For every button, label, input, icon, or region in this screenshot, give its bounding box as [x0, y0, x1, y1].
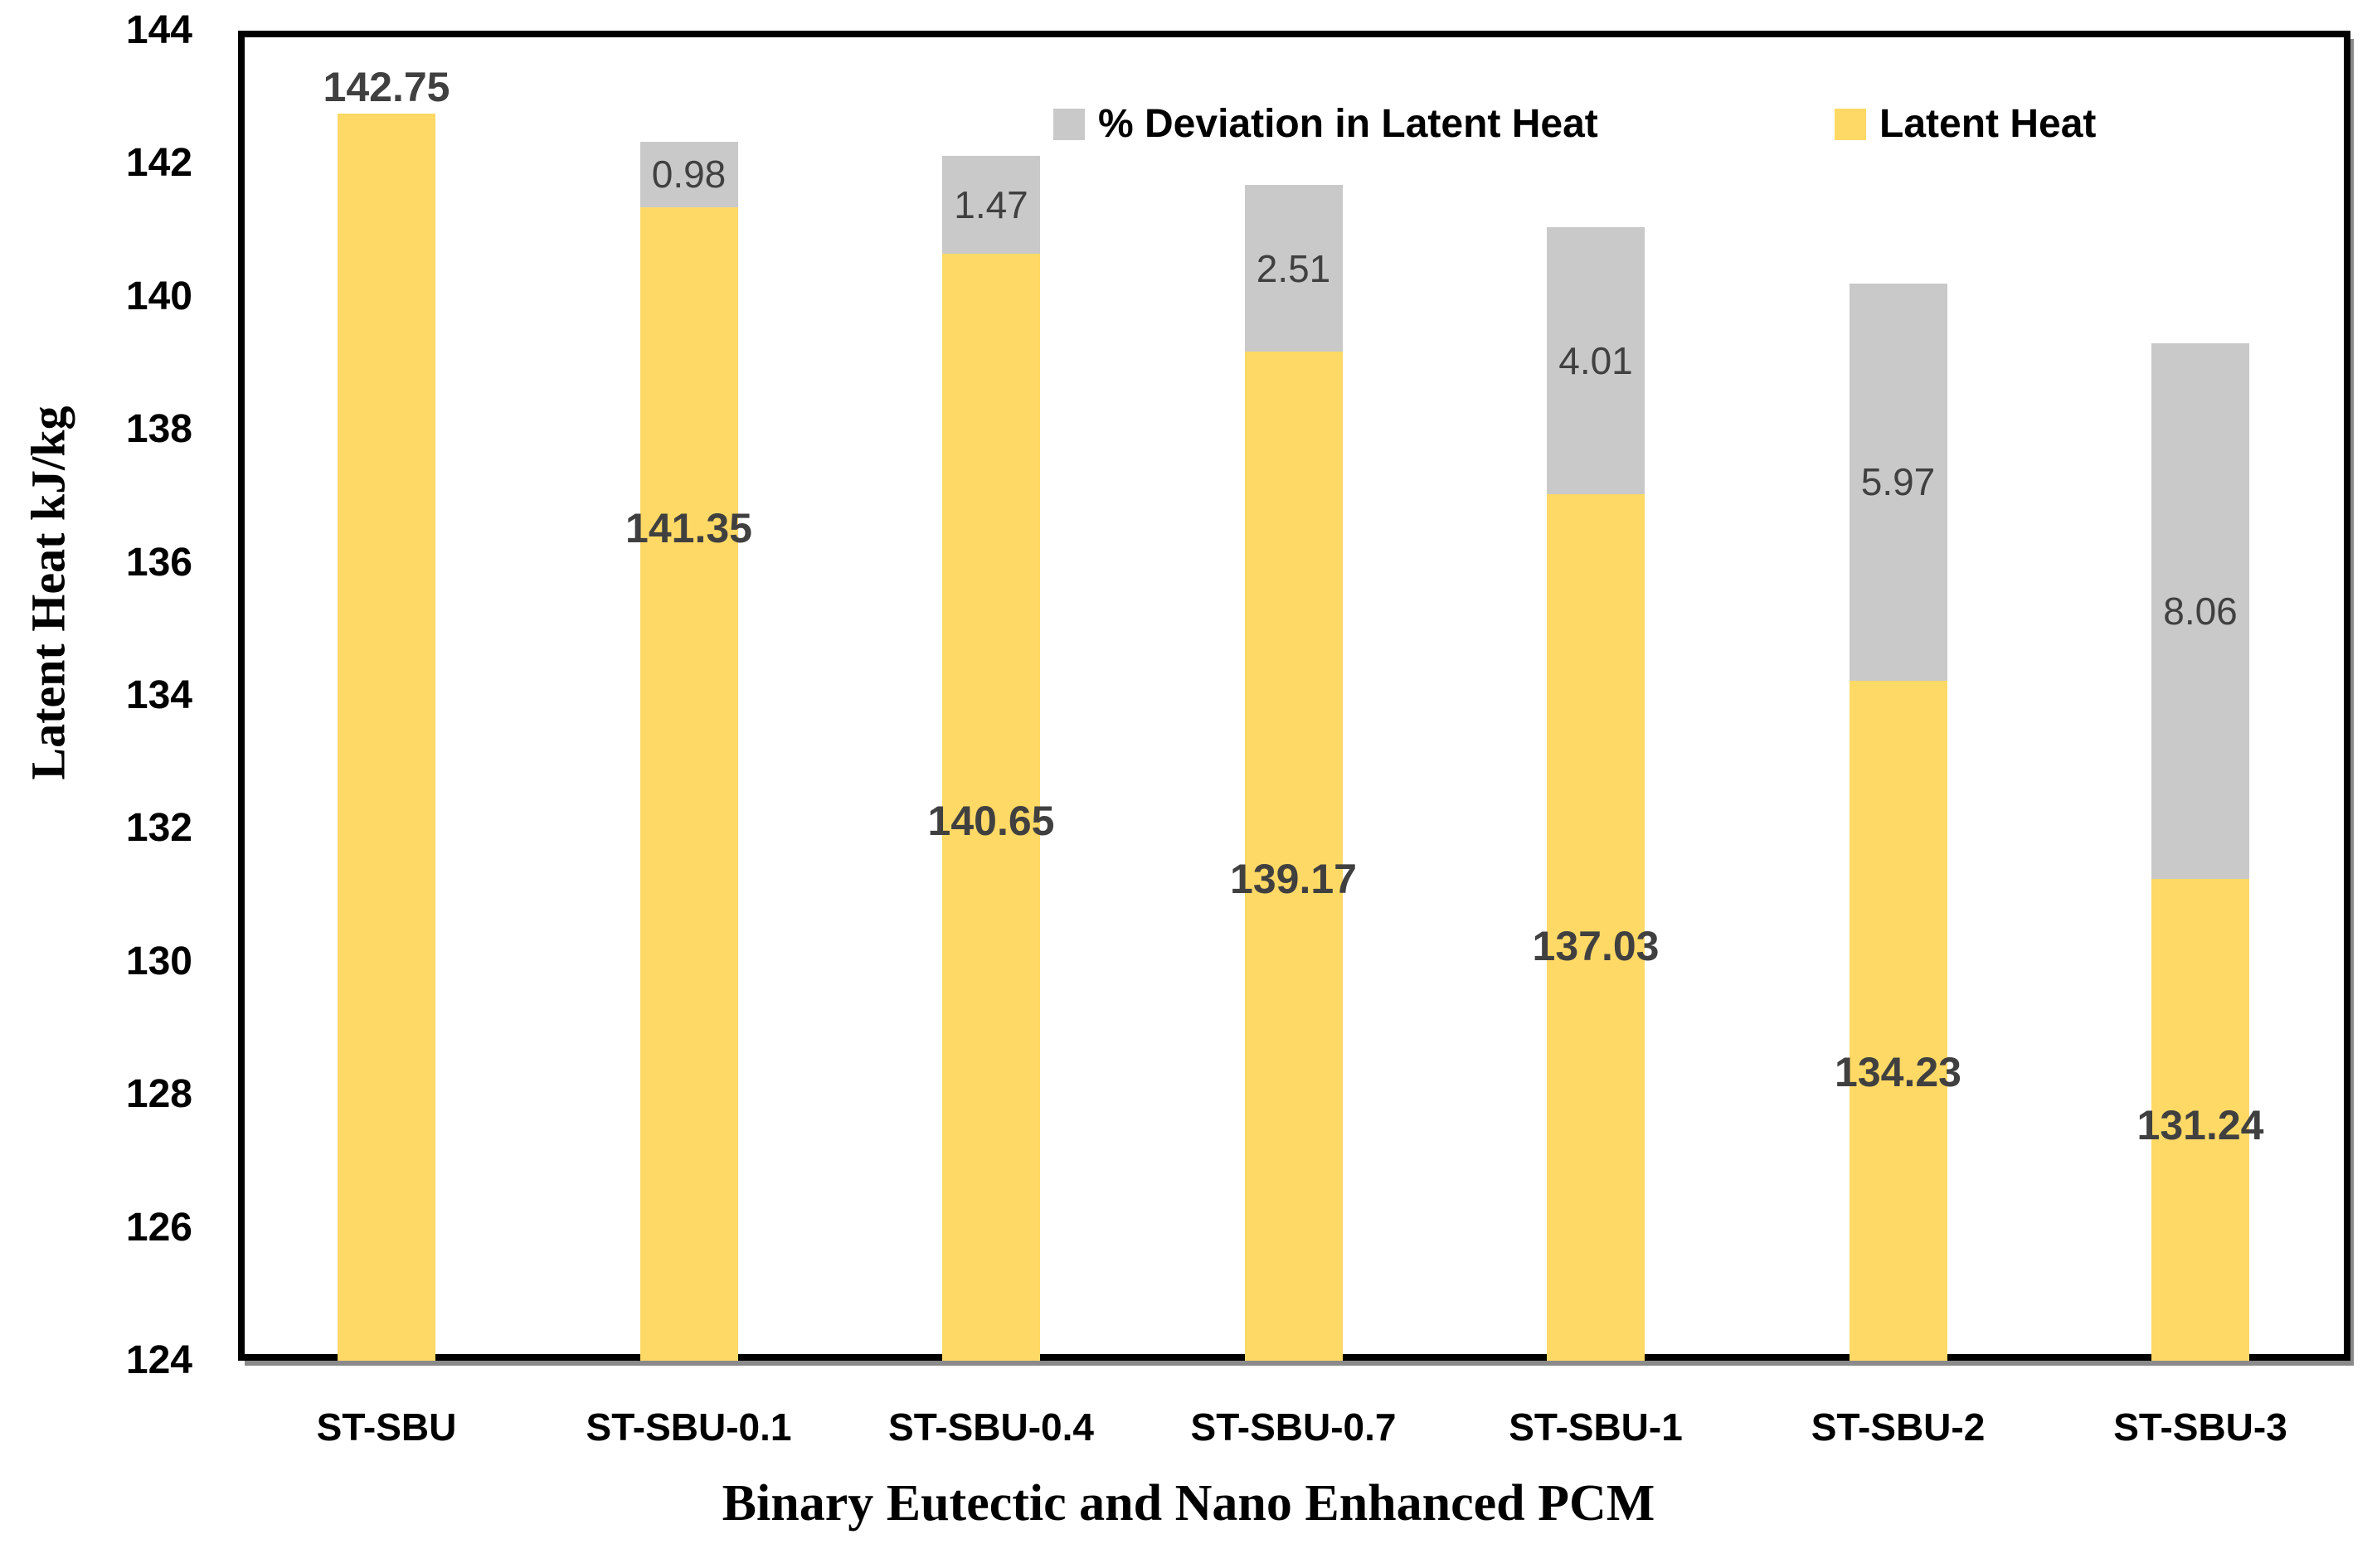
y-tick-label: 128 [125, 1072, 192, 1117]
bar-latent-heat [1547, 493, 1645, 1361]
y-tick-label: 142 [125, 141, 192, 186]
x-category-label: ST-SBU-0.7 [1190, 1405, 1397, 1449]
bar-latent-heat [1244, 352, 1343, 1361]
deviation-value-label: 2.51 [1256, 246, 1331, 290]
latent-heat-value-label: 137.03 [1532, 923, 1660, 969]
x-category-label: ST-SBU-1 [1509, 1405, 1683, 1449]
x-category-label: ST-SBU-2 [1811, 1405, 1986, 1449]
x-axis-title: Binary Eutectic and Nano Enhanced PCM [722, 1475, 1655, 1532]
x-category-label: ST-SBU-3 [2113, 1405, 2287, 1449]
latent-heat-value-label: 142.75 [323, 64, 450, 110]
legend-label: % Deviation in Latent Heat [1098, 102, 1598, 146]
bar-latent-heat [942, 253, 1040, 1361]
legend-label: Latent Heat [1879, 102, 2097, 146]
y-tick-label: 124 [125, 1338, 192, 1382]
latent-heat-value-label: 134.23 [1835, 1049, 1961, 1095]
deviation-value-label: 5.97 [1860, 460, 1936, 504]
bar-latent-heat [338, 114, 435, 1361]
bar-deviation [2151, 342, 2249, 880]
y-tick-label: 126 [125, 1205, 192, 1250]
bar-deviation [1244, 185, 1343, 352]
latent-heat-value-label: 141.35 [625, 505, 752, 551]
deviation-value-label: 8.06 [2163, 590, 2238, 634]
x-category-label: ST-SBU-0.4 [888, 1405, 1094, 1449]
legend-swatch [1053, 109, 1085, 140]
legend-item: Latent Heat [1835, 104, 2096, 144]
y-tick-label: 134 [125, 673, 192, 717]
bar-deviation [942, 155, 1040, 254]
y-axis-title: Latent Heat kJ/kg [21, 405, 75, 780]
bar-latent-heat [1849, 680, 1947, 1361]
latent-heat-value-label: 140.65 [927, 798, 1055, 844]
bar-deviation [639, 141, 738, 207]
bar-deviation [1849, 283, 1947, 681]
legend-swatch [1835, 109, 1866, 140]
x-category-label: ST-SBU-0.1 [586, 1405, 792, 1449]
legend-item: % Deviation in Latent Heat [1053, 104, 1598, 144]
bar-latent-heat [2151, 879, 2249, 1361]
y-tick-label: 132 [125, 806, 192, 851]
latent-heat-value-label: 131.24 [2136, 1102, 2264, 1148]
deviation-value-label: 1.47 [954, 182, 1028, 226]
latent-heat-value-label: 139.17 [1230, 856, 1357, 902]
deviation-value-label: 0.98 [651, 153, 727, 197]
y-tick-label: 138 [125, 407, 192, 452]
y-tick-label: 140 [125, 274, 192, 318]
deviation-value-label: 4.01 [1558, 339, 1633, 383]
x-category-label: ST-SBU [316, 1405, 457, 1449]
bar-latent-heat [639, 206, 738, 1361]
y-tick-label: 144 [125, 8, 192, 52]
y-tick-label: 136 [125, 540, 192, 585]
bar-deviation [1547, 227, 1645, 494]
y-tick-label: 130 [125, 939, 192, 983]
